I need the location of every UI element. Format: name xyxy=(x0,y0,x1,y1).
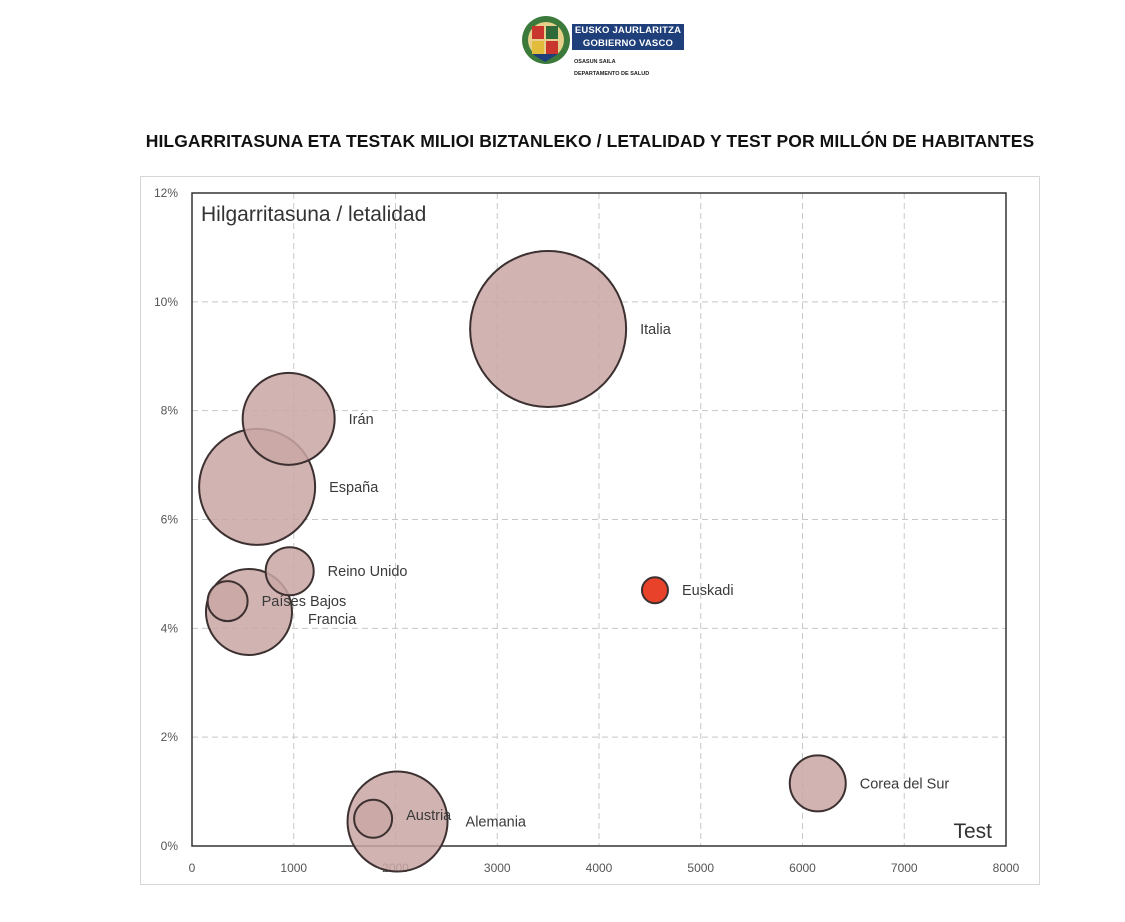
x-axis-ticks: 010002000300040005000600070008000 xyxy=(189,861,1020,875)
bubble-label: Reino Unido xyxy=(328,564,408,580)
plot-area xyxy=(191,192,1007,847)
page-title: HILGARRITASUNA ETA TESTAK MILIOI BIZTANL… xyxy=(145,131,1035,151)
logo-dept-line1: OSASUN SAILA xyxy=(574,59,616,65)
bubble-label: Italia xyxy=(640,322,672,338)
x-tick-label: 1000 xyxy=(280,861,307,875)
chart-frame xyxy=(140,176,1040,885)
y-tick-label: 6% xyxy=(161,513,179,527)
bubble xyxy=(469,250,628,409)
bubble-labels: Italia Irán España Reino Unido Francia Países… xyxy=(262,322,950,830)
bubble xyxy=(346,770,449,873)
bubble-label: Irán xyxy=(349,412,374,428)
bubble-label: Corea del Sur xyxy=(860,776,950,792)
x-tick-label: 3000 xyxy=(484,861,511,875)
x-axis-title: Test xyxy=(953,820,992,843)
y-tick-label: 8% xyxy=(161,404,179,418)
logo-name-line2: GOBIERNO VASCO xyxy=(572,37,684,50)
x-tick-label: 6000 xyxy=(789,861,816,875)
bubble-label: España xyxy=(329,480,379,496)
bubble-label: Alemania xyxy=(466,815,527,831)
bubble xyxy=(241,371,336,466)
bubble-label: Austria xyxy=(406,808,452,824)
x-tick-label: 7000 xyxy=(891,861,918,875)
logo-dept-line2: DEPARTAMENTO DE SALUD xyxy=(574,71,650,77)
y-tick-label: 0% xyxy=(161,839,179,853)
coat-of-arms-icon xyxy=(522,16,570,64)
bubble xyxy=(353,798,394,839)
gobierno-vasco-logo: EUSKO JAURLARITZA GOBIERNO VASCO OSASUN … xyxy=(518,12,688,82)
bubble xyxy=(206,580,249,623)
logo-name-line1: EUSKO JAURLARITZA xyxy=(572,24,684,37)
x-tick-label: 0 xyxy=(189,861,196,875)
y-axis-ticks: 0% 2% 4% 6% 8% 10% 12% xyxy=(154,186,178,853)
x-tick-label: 5000 xyxy=(687,861,714,875)
bubble xyxy=(640,576,669,605)
bubble-label: Francia xyxy=(308,612,357,628)
chart-grid xyxy=(192,193,1006,846)
x-tick-label: 4000 xyxy=(586,861,613,875)
y-tick-label: 10% xyxy=(154,295,178,309)
bubble xyxy=(788,754,847,813)
x-tick-label: 8000 xyxy=(993,861,1020,875)
bubbles xyxy=(198,250,847,873)
bubble-label: Países Bajos xyxy=(262,594,347,610)
y-tick-label: 12% xyxy=(154,186,178,200)
y-axis-title: Hilgarritasuna / letalidad xyxy=(201,203,426,226)
y-tick-label: 4% xyxy=(161,621,179,635)
y-tick-label: 2% xyxy=(161,730,179,744)
bubble xyxy=(264,546,315,597)
bubble-label: Euskadi xyxy=(682,583,734,599)
